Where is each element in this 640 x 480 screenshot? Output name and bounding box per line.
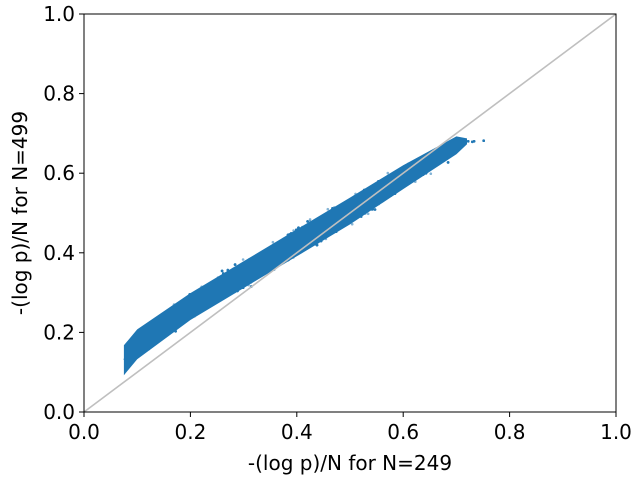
scatter-point [429, 172, 433, 175]
scatter-points [123, 136, 486, 376]
scatter-point [386, 171, 390, 175]
scatter-point [241, 258, 245, 261]
scatter-point [366, 212, 370, 216]
scatter-point [308, 218, 312, 221]
plot-area [83, 13, 617, 413]
scatter-point [326, 207, 330, 211]
scatter-point [271, 240, 275, 244]
scatter-point [350, 222, 354, 226]
